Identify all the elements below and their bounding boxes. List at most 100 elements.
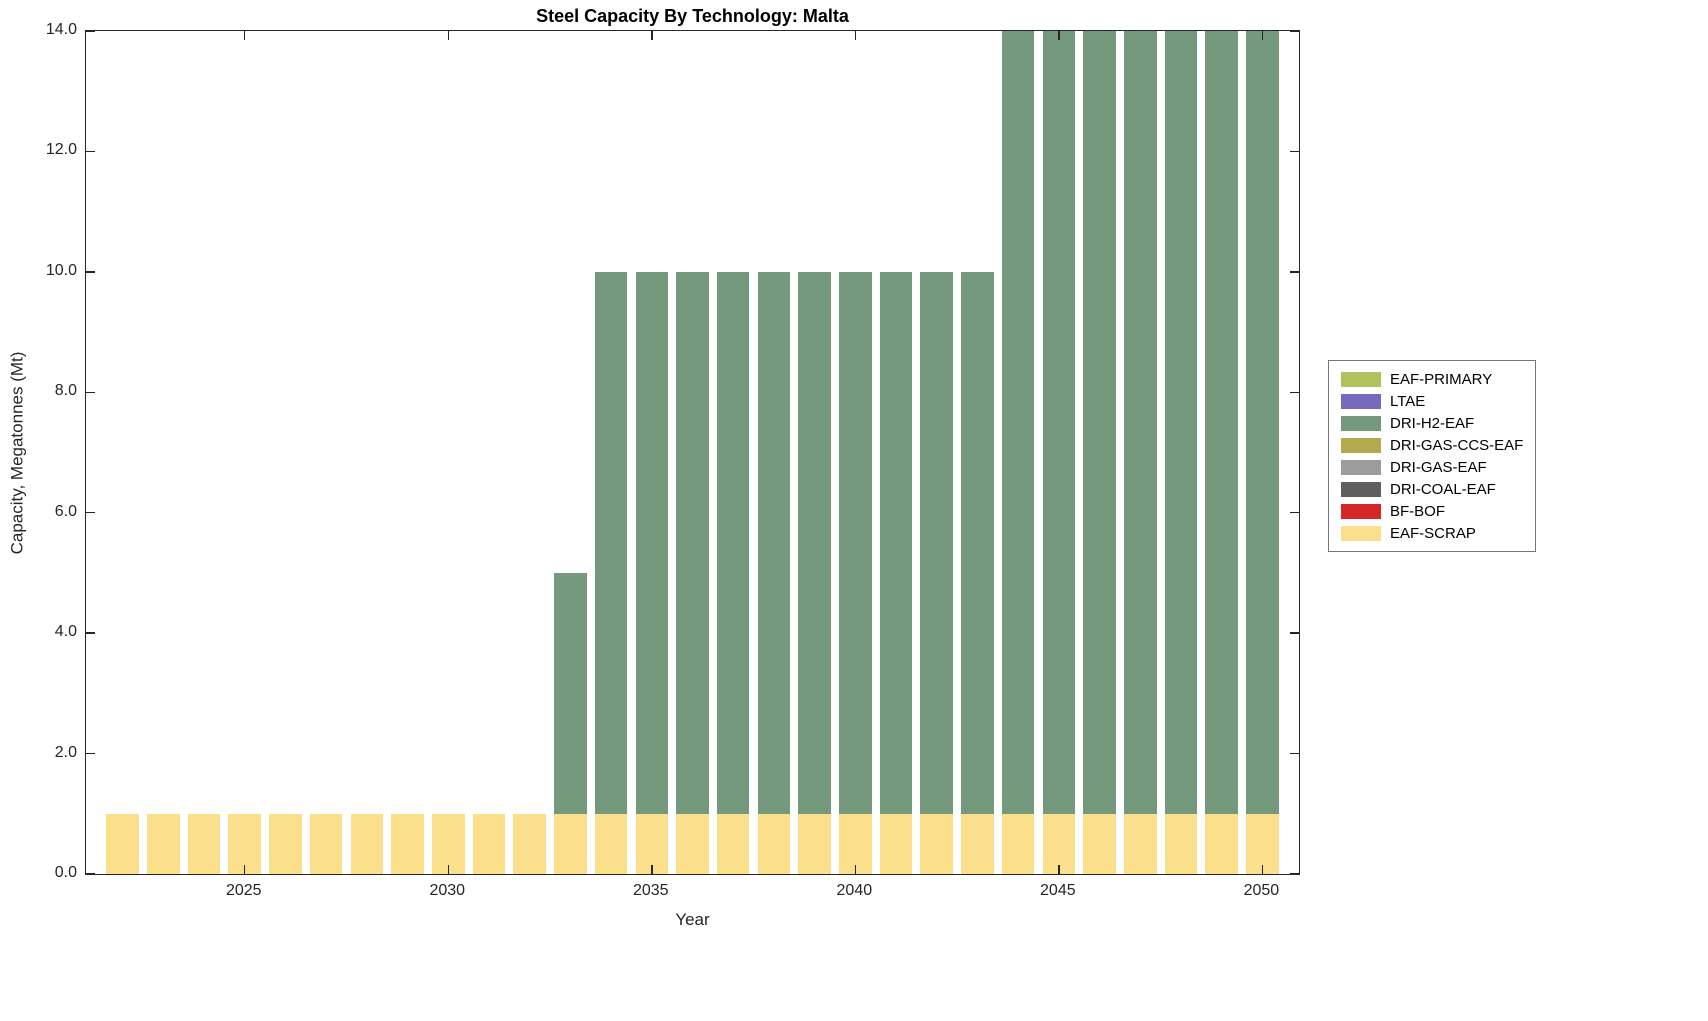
x-tick-bottom xyxy=(651,865,653,874)
y-tick-right xyxy=(1290,391,1299,394)
bar-segment-eaf-scrap xyxy=(635,813,669,874)
bar-segment-eaf-scrap xyxy=(961,813,994,874)
legend: EAF-PRIMARY LTAE DRI-H2-EAF DRI-GAS-CCS-EAF… xyxy=(1328,360,1537,552)
bar-segment-eaf-scrap xyxy=(187,813,221,874)
bar-segment-eaf-scrap xyxy=(1246,813,1279,874)
y-tick-right xyxy=(1290,271,1299,273)
bar-segment-eaf-scrap xyxy=(879,813,913,874)
y-tick-right xyxy=(1290,752,1299,755)
legend-entry: LTAE xyxy=(1341,390,1523,412)
x-tick-label: 2030 xyxy=(429,882,466,899)
legend-label: EAF-SCRAP xyxy=(1390,524,1476,542)
bar-segment-dri-h2-eaf xyxy=(635,271,669,814)
legend-label: DRI-COAL-EAF xyxy=(1390,480,1496,498)
x-tick-bottom xyxy=(243,865,246,874)
y-tick-label: 12.0 xyxy=(45,141,77,159)
legend-label: BF-BOF xyxy=(1390,502,1445,520)
bar-segment-eaf-scrap xyxy=(309,813,343,874)
bar-segment-dri-h2-eaf xyxy=(1205,31,1238,814)
y-tick-label: 2.0 xyxy=(54,743,77,761)
legend-swatch xyxy=(1341,503,1381,519)
bar-segment-eaf-scrap xyxy=(106,813,139,874)
y-tick-left xyxy=(86,31,95,32)
legend-label: DRI-GAS-EAF xyxy=(1390,458,1487,476)
legend-entry: EAF-SCRAP xyxy=(1341,522,1523,544)
y-tick-left xyxy=(86,150,95,153)
legend-swatch xyxy=(1341,437,1381,453)
bar-segment-dri-h2-eaf xyxy=(676,271,709,814)
bar-segment-eaf-scrap xyxy=(1042,813,1076,874)
bar-segment-eaf-scrap xyxy=(839,813,872,874)
bar-segment-dri-h2-eaf xyxy=(1083,31,1116,814)
bar-segment-dri-h2-eaf xyxy=(961,271,994,814)
plot-area xyxy=(85,30,1300,875)
legend-entry: DRI-H2-EAF xyxy=(1341,412,1523,434)
x-tick-top xyxy=(243,31,246,40)
legend-label: LTAE xyxy=(1390,392,1426,410)
x-tick-bottom xyxy=(1058,865,1060,874)
x-tick-label: 2025 xyxy=(225,882,262,899)
y-tick-label: 14.0 xyxy=(45,21,77,38)
y-tick-label: 10.0 xyxy=(45,261,77,279)
bar-segment-eaf-scrap xyxy=(920,813,953,874)
y-tick-label: 4.0 xyxy=(54,623,77,641)
y-tick-left xyxy=(86,271,95,273)
y-tick-right xyxy=(1290,511,1299,514)
legend-label: DRI-H2-EAF xyxy=(1390,414,1475,432)
x-tick-top xyxy=(1261,31,1264,40)
bar-segment-dri-h2-eaf xyxy=(839,271,872,814)
y-tick-left xyxy=(86,752,95,755)
x-tick-bottom xyxy=(854,865,857,874)
bar-segment-dri-h2-eaf xyxy=(1246,31,1279,814)
bar-segment-dri-h2-eaf xyxy=(1001,31,1035,814)
bar-segment-eaf-scrap xyxy=(676,813,709,874)
y-tick-right xyxy=(1290,873,1299,874)
bar-segment-dri-h2-eaf xyxy=(554,572,587,814)
bar-segment-eaf-scrap xyxy=(798,813,831,874)
legend-swatch xyxy=(1341,393,1381,409)
legend-swatch xyxy=(1341,481,1381,497)
legend-entry: DRI-GAS-CCS-EAF xyxy=(1341,434,1523,456)
legend-entry: EAF-PRIMARY xyxy=(1341,368,1523,390)
x-tick-bottom xyxy=(447,865,450,874)
y-tick-left xyxy=(86,632,95,634)
y-tick-left xyxy=(86,511,95,514)
bar-segment-eaf-scrap xyxy=(391,813,424,874)
legend-entry: DRI-COAL-EAF xyxy=(1341,478,1523,500)
bar-segment-eaf-scrap xyxy=(1001,813,1035,874)
bar-segment-eaf-scrap xyxy=(513,813,546,874)
bar-segment-eaf-scrap xyxy=(228,813,262,874)
bar-segment-eaf-scrap xyxy=(594,813,628,874)
bar-segment-dri-h2-eaf xyxy=(1042,31,1076,814)
legend-swatch xyxy=(1341,371,1381,387)
chart-title: Steel Capacity By Technology: Malta xyxy=(536,6,849,26)
x-axis-label: Year xyxy=(675,910,710,929)
bar-segment-dri-h2-eaf xyxy=(798,271,831,814)
bar-segment-dri-h2-eaf xyxy=(594,271,628,814)
x-tick-label: 2035 xyxy=(632,882,669,899)
x-tick-top xyxy=(1058,31,1060,40)
y-tick-right xyxy=(1290,632,1299,634)
y-tick-left xyxy=(86,873,95,874)
bar-segment-dri-h2-eaf xyxy=(879,271,913,814)
x-tick-top xyxy=(651,31,653,40)
bar-segment-eaf-scrap xyxy=(350,813,384,874)
bar-segment-eaf-scrap xyxy=(431,813,465,874)
legend-swatch xyxy=(1341,459,1381,475)
legend-entry: BF-BOF xyxy=(1341,500,1523,522)
y-tick-right xyxy=(1290,31,1299,32)
x-tick-top xyxy=(447,31,450,40)
x-tick-top xyxy=(854,31,857,40)
bar-segment-eaf-scrap xyxy=(757,813,791,874)
legend-swatch xyxy=(1341,525,1381,541)
bar-segment-dri-h2-eaf xyxy=(757,271,791,814)
bar-segment-eaf-scrap xyxy=(716,813,750,874)
bar-segment-eaf-scrap xyxy=(1164,813,1198,874)
legend-entry: DRI-GAS-EAF xyxy=(1341,456,1523,478)
y-tick-label: 6.0 xyxy=(54,502,77,520)
bar-segment-dri-h2-eaf xyxy=(716,271,750,814)
bar-segment-eaf-scrap xyxy=(1205,813,1238,874)
bar-segment-eaf-scrap xyxy=(1123,813,1157,874)
bar-segment-eaf-scrap xyxy=(554,813,587,874)
